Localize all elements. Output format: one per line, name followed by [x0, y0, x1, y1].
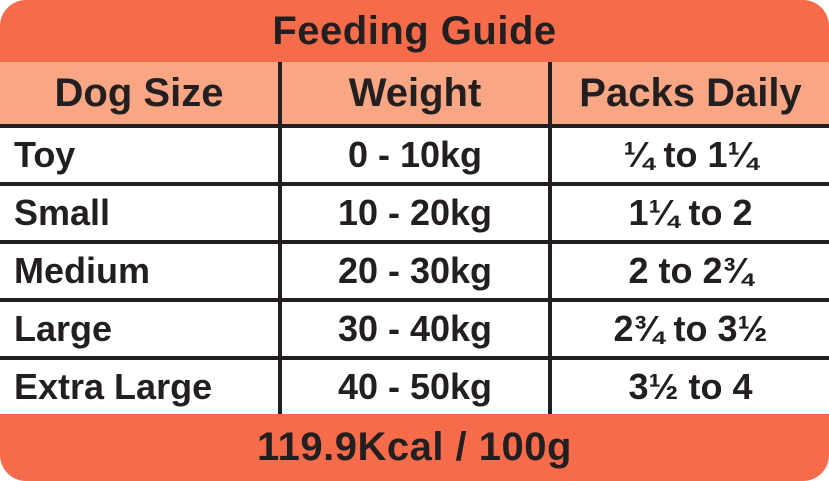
table-row-small: Small 10 - 20kg 1¼ to 2 [0, 182, 829, 240]
weight-value: 0 - 10kg [278, 128, 548, 182]
table-title-band: Feeding Guide [0, 0, 829, 62]
table-row-medium: Medium 20 - 30kg 2 to 2¾ [0, 240, 829, 298]
column-header-packs-daily: Packs Daily [548, 62, 829, 124]
packs-daily-value: ¼ to 1¼ [548, 128, 829, 182]
weight-value: 40 - 50kg [278, 360, 548, 414]
packs-daily-value: 1¼ to 2 [548, 186, 829, 240]
table-row-toy: Toy 0 - 10kg ¼ to 1¼ [0, 124, 829, 182]
column-header-row: Dog Size Weight Packs Daily [0, 62, 829, 124]
dog-size-value: Toy [14, 134, 76, 175]
dog-size-value: Medium [14, 250, 151, 291]
table-row-large: Large 30 - 40kg 2¾ to 3½ [0, 298, 829, 356]
calorie-footer-band: 119.9Kcal / 100g [0, 414, 829, 481]
column-header-dog-size: Dog Size [54, 70, 224, 115]
packs-daily-value: 2¾ to 3½ [548, 302, 829, 356]
calorie-text: 119.9Kcal / 100g [257, 425, 572, 469]
weight-value: 30 - 40kg [278, 302, 548, 356]
dog-size-value: Small [14, 192, 111, 233]
packs-daily-value: 2 to 2¾ [548, 244, 829, 298]
column-header-weight: Weight [278, 62, 548, 124]
weight-value: 10 - 20kg [278, 186, 548, 240]
table-title: Feeding Guide [272, 8, 557, 53]
packs-daily-value: 3½ to 4 [548, 360, 829, 414]
dog-size-value: Extra Large [14, 366, 213, 407]
weight-value: 20 - 30kg [278, 244, 548, 298]
table-row-extra-large: Extra Large 40 - 50kg 3½ to 4 [0, 356, 829, 414]
dog-size-value: Large [14, 308, 113, 349]
